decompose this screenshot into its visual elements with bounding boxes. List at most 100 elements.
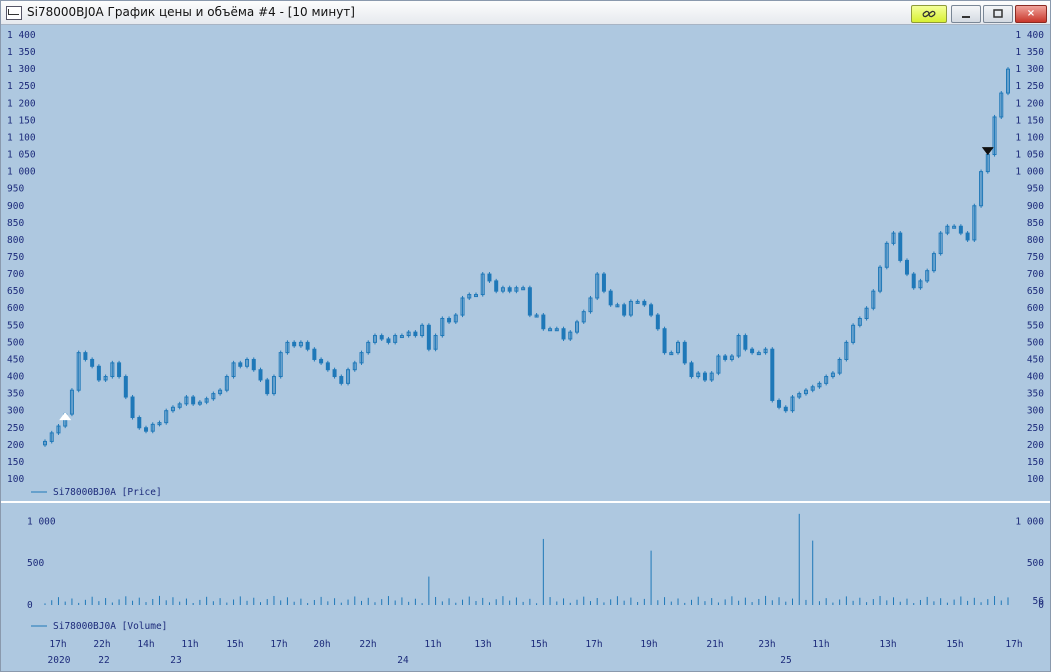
price-candle xyxy=(144,425,149,434)
price-candle xyxy=(393,333,398,345)
price-tick-right: 850 xyxy=(1027,218,1044,229)
price-candle xyxy=(49,430,54,444)
price-candle xyxy=(541,313,546,331)
minimize-icon xyxy=(962,16,970,18)
price-tick-left: 1 300 xyxy=(7,64,36,75)
price-candle xyxy=(743,333,748,352)
time-tick-hour: 17h xyxy=(585,639,602,650)
time-tick-hour: 15h xyxy=(946,639,963,650)
price-candle xyxy=(366,340,371,355)
price-candle xyxy=(271,374,276,396)
close-icon: × xyxy=(1026,8,1036,19)
price-candle xyxy=(285,340,290,355)
minimize-button[interactable] xyxy=(951,5,981,23)
price-candle xyxy=(689,360,694,379)
price-candle xyxy=(298,340,303,348)
price-candle xyxy=(56,424,61,435)
price-candle xyxy=(426,323,431,352)
price-tick-right: 1 300 xyxy=(1015,64,1044,75)
price-candle xyxy=(521,285,526,291)
time-tick-hour: 19h xyxy=(640,639,657,650)
price-candle xyxy=(292,340,297,348)
time-tick-hour: 11h xyxy=(181,639,198,650)
price-tick-left: 750 xyxy=(7,252,24,263)
price-candle xyxy=(790,394,795,413)
price-candle xyxy=(979,169,984,208)
price-candle xyxy=(992,114,997,157)
price-tick-left: 350 xyxy=(7,389,24,400)
time-tick-date: 23 xyxy=(170,655,181,666)
price-candle xyxy=(467,292,472,301)
price-tick-right: 1 250 xyxy=(1015,81,1044,92)
price-candle xyxy=(265,377,270,396)
price-candle xyxy=(588,295,593,314)
price-candle xyxy=(204,396,209,405)
price-tick-left: 1 150 xyxy=(7,115,36,126)
price-tick-left: 450 xyxy=(7,354,24,365)
time-tick-hour: 17h xyxy=(1005,639,1022,650)
price-candle xyxy=(453,313,458,324)
price-candle xyxy=(985,152,990,174)
price-tick-right: 1 000 xyxy=(1015,167,1044,178)
maximize-button[interactable] xyxy=(983,5,1013,23)
price-candle xyxy=(952,224,957,229)
close-button[interactable]: × xyxy=(1015,5,1047,23)
price-candle xyxy=(945,224,950,236)
price-candle xyxy=(500,285,505,294)
price-tick-right: 700 xyxy=(1027,269,1044,280)
price-candle xyxy=(278,350,283,379)
time-tick-hour: 13h xyxy=(879,639,896,650)
price-tick-right: 800 xyxy=(1027,235,1044,246)
price-tick-right: 750 xyxy=(1027,252,1044,263)
price-candle xyxy=(824,374,829,386)
time-tick-date: 25 xyxy=(780,655,791,666)
price-candle xyxy=(655,313,660,331)
price-candle xyxy=(218,388,223,396)
time-tick-date: 24 xyxy=(397,655,409,666)
price-panel[interactable]: 100 100 150 150 200 200 250 250 300 300 350 350 400 4… xyxy=(7,30,1044,485)
price-candle xyxy=(90,357,95,369)
price-tick-right: 1 050 xyxy=(1015,150,1044,161)
price-candle xyxy=(170,405,175,413)
price-candle xyxy=(770,347,775,403)
price-candle xyxy=(729,353,734,362)
price-candle xyxy=(325,360,330,372)
price-candle xyxy=(157,420,162,427)
price-candle xyxy=(339,374,344,386)
price-candle xyxy=(797,391,802,400)
price-tick-right: 500 xyxy=(1027,337,1044,348)
price-candle xyxy=(305,340,310,352)
price-candle xyxy=(716,353,721,376)
price-candle xyxy=(473,292,478,298)
price-candle xyxy=(487,272,492,283)
price-candle xyxy=(117,360,122,379)
price-candle xyxy=(83,350,88,362)
price-candle xyxy=(817,381,822,389)
price-candle xyxy=(413,330,418,338)
price-candle xyxy=(608,289,613,307)
price-tick-left: 100 xyxy=(7,474,24,485)
price-candle xyxy=(595,272,600,301)
price-candle xyxy=(649,302,654,318)
price-candle xyxy=(245,357,250,369)
price-tick-left: 1 250 xyxy=(7,81,36,92)
volume-tick-left: 0 xyxy=(27,600,33,611)
time-tick-hour: 11h xyxy=(424,639,441,650)
title-bar[interactable]: Si78000BJ0A График цены и объёма #4 - [1… xyxy=(1,1,1050,25)
price-tick-right: 650 xyxy=(1027,286,1044,297)
price-candle xyxy=(864,306,869,321)
price-tick-left: 1 000 xyxy=(7,167,36,178)
price-tick-right: 950 xyxy=(1027,184,1044,195)
link-button[interactable] xyxy=(911,5,947,23)
price-candle xyxy=(904,258,909,277)
price-candle xyxy=(231,360,236,379)
volume-panel[interactable]: 0 0 500 500 1 000 1 000 56 xyxy=(27,513,1044,611)
time-tick-hour: 17h xyxy=(270,639,287,650)
price-candle xyxy=(507,285,512,294)
price-candle xyxy=(164,408,169,425)
price-candle xyxy=(224,374,229,393)
price-tick-left: 1 400 xyxy=(7,30,36,41)
time-tick-date: 22 xyxy=(98,655,109,666)
price-candle xyxy=(177,401,182,410)
